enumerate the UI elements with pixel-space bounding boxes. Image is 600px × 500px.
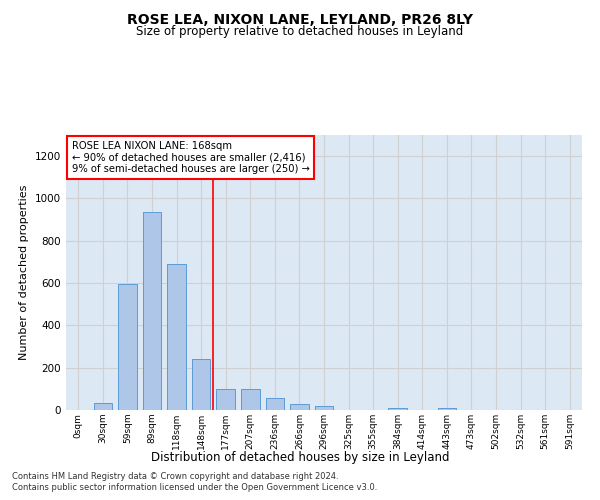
- Bar: [389, 408, 407, 410]
- Text: Distribution of detached houses by size in Leyland: Distribution of detached houses by size …: [151, 451, 449, 464]
- Bar: [315, 406, 333, 410]
- Text: Contains HM Land Registry data © Crown copyright and database right 2024.: Contains HM Land Registry data © Crown c…: [12, 472, 338, 481]
- Bar: [118, 284, 137, 410]
- Bar: [241, 389, 260, 410]
- Bar: [143, 212, 161, 410]
- Text: Contains public sector information licensed under the Open Government Licence v3: Contains public sector information licen…: [12, 484, 377, 492]
- Bar: [266, 398, 284, 410]
- Bar: [290, 404, 308, 410]
- Text: ROSE LEA NIXON LANE: 168sqm
← 90% of detached houses are smaller (2,416)
9% of s: ROSE LEA NIXON LANE: 168sqm ← 90% of det…: [71, 140, 310, 174]
- Bar: [94, 402, 112, 410]
- Bar: [437, 408, 456, 410]
- Bar: [167, 264, 186, 410]
- Text: Size of property relative to detached houses in Leyland: Size of property relative to detached ho…: [136, 25, 464, 38]
- Bar: [217, 389, 235, 410]
- Text: ROSE LEA, NIXON LANE, LEYLAND, PR26 8LY: ROSE LEA, NIXON LANE, LEYLAND, PR26 8LY: [127, 12, 473, 26]
- Bar: [192, 359, 211, 410]
- Y-axis label: Number of detached properties: Number of detached properties: [19, 185, 29, 360]
